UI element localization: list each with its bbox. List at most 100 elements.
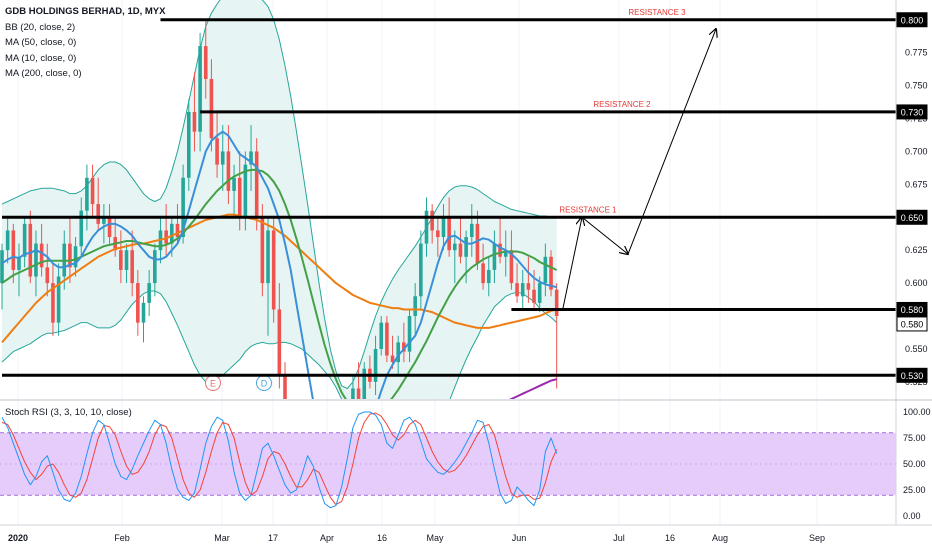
- candle-body: [402, 342, 406, 352]
- candle-up: [102, 204, 106, 244]
- candle-body: [175, 223, 180, 238]
- candle-body: [515, 283, 519, 297]
- candle-up: [5, 217, 10, 264]
- candle-down: [515, 263, 519, 303]
- candle-body: [39, 243, 44, 268]
- candle-down: [481, 243, 485, 290]
- candle-body: [492, 243, 497, 270]
- stoch-tick-label: 0.00: [903, 511, 921, 521]
- candle-down: [254, 138, 259, 231]
- candle-down: [554, 283, 559, 389]
- candle-body: [543, 256, 548, 284]
- stoch-pane[interactable]: [1, 411, 558, 509]
- candle-body: [237, 177, 242, 218]
- candle-body: [277, 309, 282, 376]
- resistance-label: RESISTANCE 1: [559, 205, 617, 214]
- candle-up: [147, 269, 151, 317]
- candle-body: [28, 223, 33, 277]
- price-badge: [896, 12, 928, 28]
- candle-body: [526, 283, 531, 290]
- candle-down: [356, 362, 361, 399]
- candle-body: [45, 267, 50, 284]
- candle-body: [96, 204, 101, 224]
- symbol-title: GDB HOLDINGS BERHAD, 1D, MYX: [5, 6, 166, 17]
- candle-body: [266, 230, 270, 284]
- candle-down: [430, 204, 434, 244]
- candle-body: [351, 388, 355, 399]
- candle-up: [56, 263, 61, 336]
- candle-up: [232, 164, 236, 218]
- candle-body: [73, 246, 78, 268]
- candle-body: [464, 237, 468, 257]
- ma50-line: [1, 213, 557, 344]
- candle-up: [543, 243, 548, 297]
- price-badge-label: 0.580: [901, 305, 924, 315]
- price-badge: [896, 104, 928, 120]
- candle-up: [373, 335, 378, 396]
- candle-body: [390, 355, 395, 363]
- candle-body: [498, 243, 502, 257]
- candle-body: [192, 111, 197, 132]
- candle-body: [532, 289, 536, 303]
- candle-down: [164, 204, 168, 257]
- candle-up: [266, 217, 270, 336]
- candle-down: [39, 223, 44, 277]
- candle-down: [215, 111, 219, 178]
- candle-up: [503, 230, 508, 277]
- candle-body: [164, 230, 168, 244]
- candle-body: [209, 79, 214, 139]
- candle-down: [509, 230, 514, 290]
- candle-up: [441, 204, 446, 251]
- candle-up: [469, 204, 474, 257]
- candle-body: [181, 177, 185, 238]
- ma10-line: [1, 130, 557, 399]
- candle-down: [402, 322, 406, 363]
- event-marker-label: E: [210, 379, 216, 389]
- stoch-k-line: [1, 411, 558, 509]
- candle-down: [260, 204, 265, 297]
- price-badge: [896, 209, 928, 225]
- candle-body: [17, 256, 21, 270]
- candle-body: [56, 276, 61, 323]
- candle-body: [396, 342, 400, 363]
- candle-body: [51, 283, 55, 323]
- candle-body: [453, 243, 457, 251]
- price-tick-label: 0.700: [905, 146, 928, 156]
- candle-up: [220, 125, 225, 191]
- candle-body: [136, 283, 140, 323]
- candle-down: [192, 72, 197, 152]
- time-tick-label: Apr: [320, 533, 334, 543]
- candle-body: [283, 375, 287, 399]
- candle-body: [419, 243, 423, 297]
- candle-down: [549, 250, 553, 297]
- resistance-label: RESISTANCE 2: [593, 100, 651, 109]
- candle-up: [79, 197, 84, 257]
- price-tick-label: 0.550: [905, 344, 928, 354]
- candle-body: [68, 243, 72, 268]
- candle-body: [373, 348, 378, 382]
- candle-body: [436, 230, 440, 238]
- candle-down: [45, 243, 50, 297]
- candle-body: [5, 230, 10, 251]
- candle-body: [481, 263, 485, 284]
- candle-down: [209, 59, 214, 152]
- candle-body: [22, 223, 27, 257]
- candle-down: [119, 230, 123, 284]
- candle-down: [90, 164, 95, 218]
- price-tick-label: 0.625: [905, 245, 928, 255]
- candle-down: [51, 263, 55, 336]
- candle-body: [226, 151, 231, 191]
- chart-legend: GDB HOLDINGS BERHAD, 1D, MYX BB (20, clo…: [5, 4, 165, 82]
- candle-down: [532, 269, 536, 310]
- candle-body: [0, 250, 4, 284]
- candle-body: [90, 177, 95, 205]
- candle-body: [203, 46, 208, 80]
- candle-body: [198, 46, 202, 132]
- time-tick-label: Mar: [214, 533, 230, 543]
- candle-up: [85, 164, 89, 231]
- time-tick-label: 16: [377, 533, 387, 543]
- stoch-tick-label: 25.00: [903, 485, 926, 495]
